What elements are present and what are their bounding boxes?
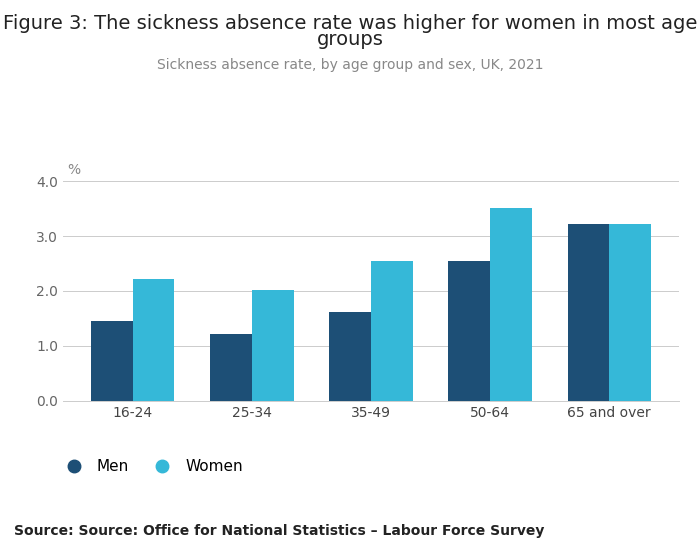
Text: groups: groups xyxy=(316,30,384,49)
Bar xyxy=(252,290,293,401)
Bar xyxy=(449,261,490,401)
Legend: Men, Women: Men, Women xyxy=(58,459,243,474)
Bar xyxy=(609,224,651,401)
Text: Sickness absence rate, by age group and sex, UK, 2021: Sickness absence rate, by age group and … xyxy=(157,58,543,72)
Bar xyxy=(91,321,133,401)
Text: %: % xyxy=(67,163,80,177)
Text: Source: Source: Office for National Statistics – Labour Force Survey: Source: Source: Office for National Stat… xyxy=(14,524,545,538)
Bar xyxy=(490,208,532,401)
Bar xyxy=(210,334,252,401)
Text: Figure 3: The sickness absence rate was higher for women in most age: Figure 3: The sickness absence rate was … xyxy=(3,14,697,33)
Bar xyxy=(329,312,371,401)
Bar xyxy=(133,279,174,401)
Bar xyxy=(568,224,609,401)
Bar xyxy=(371,261,413,401)
